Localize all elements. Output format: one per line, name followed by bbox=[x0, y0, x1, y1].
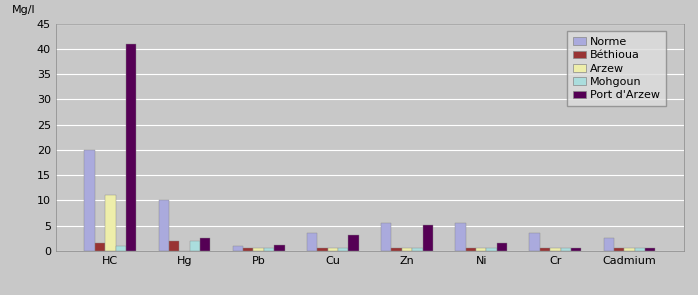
Legend: Norme, Béthioua, Arzew, Mohgoun, Port d'Arzew: Norme, Béthioua, Arzew, Mohgoun, Port d'… bbox=[567, 32, 666, 106]
Bar bbox=[169, 241, 179, 251]
Bar bbox=[634, 248, 645, 251]
Bar bbox=[614, 248, 624, 251]
Bar bbox=[274, 245, 285, 251]
Bar bbox=[466, 248, 476, 251]
Bar bbox=[381, 223, 392, 251]
Bar bbox=[476, 248, 487, 251]
Bar bbox=[264, 248, 274, 251]
Bar bbox=[645, 248, 655, 251]
Bar bbox=[158, 200, 169, 251]
Bar bbox=[392, 248, 402, 251]
Bar bbox=[422, 224, 433, 251]
Bar bbox=[455, 223, 466, 251]
Bar bbox=[126, 44, 136, 251]
Bar bbox=[200, 238, 211, 251]
Bar bbox=[338, 248, 348, 251]
Bar bbox=[105, 195, 116, 251]
Bar bbox=[540, 248, 550, 251]
Bar bbox=[232, 246, 243, 251]
Bar bbox=[318, 248, 327, 251]
Bar bbox=[560, 248, 571, 251]
Bar bbox=[487, 248, 497, 251]
Bar bbox=[348, 235, 359, 251]
Text: Mg/l: Mg/l bbox=[12, 4, 36, 14]
Bar bbox=[190, 241, 200, 251]
Bar bbox=[413, 248, 422, 251]
Bar bbox=[243, 248, 253, 251]
Bar bbox=[84, 150, 95, 251]
Bar bbox=[529, 233, 540, 251]
Bar bbox=[95, 243, 105, 251]
Bar bbox=[604, 238, 614, 251]
Bar bbox=[624, 248, 634, 251]
Bar bbox=[402, 248, 413, 251]
Bar bbox=[307, 233, 318, 251]
Bar bbox=[253, 248, 264, 251]
Bar bbox=[550, 248, 560, 251]
Bar bbox=[497, 243, 507, 251]
Bar bbox=[327, 248, 338, 251]
Bar bbox=[571, 248, 581, 251]
Bar bbox=[116, 246, 126, 251]
